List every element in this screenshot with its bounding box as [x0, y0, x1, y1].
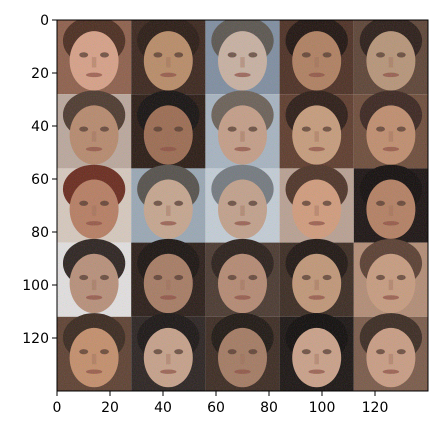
- y-tick-label: 60: [31, 172, 49, 188]
- y-tick-label: 20: [31, 66, 49, 82]
- y-tick-label: 100: [22, 278, 49, 294]
- y-tick-label: 40: [31, 119, 49, 135]
- x-tick-label: 40: [154, 400, 172, 416]
- x-tick-label: 100: [309, 400, 336, 416]
- x-tick-label: 0: [53, 400, 62, 416]
- x-tick-label: 20: [101, 400, 119, 416]
- y-tick-label: 0: [40, 13, 49, 29]
- plot-frame: [56, 19, 429, 392]
- noise-overlay: [57, 20, 428, 391]
- x-tick-label: 60: [207, 400, 225, 416]
- y-axis: 0 20 40 60 80 100 120: [22, 13, 57, 347]
- y-tick-label: 80: [31, 225, 49, 241]
- x-tick-label: 120: [362, 400, 389, 416]
- x-tick-label: 80: [260, 400, 278, 416]
- x-axis: 0 20 40 60 80 100 120: [53, 391, 389, 416]
- y-tick-label: 120: [22, 331, 49, 347]
